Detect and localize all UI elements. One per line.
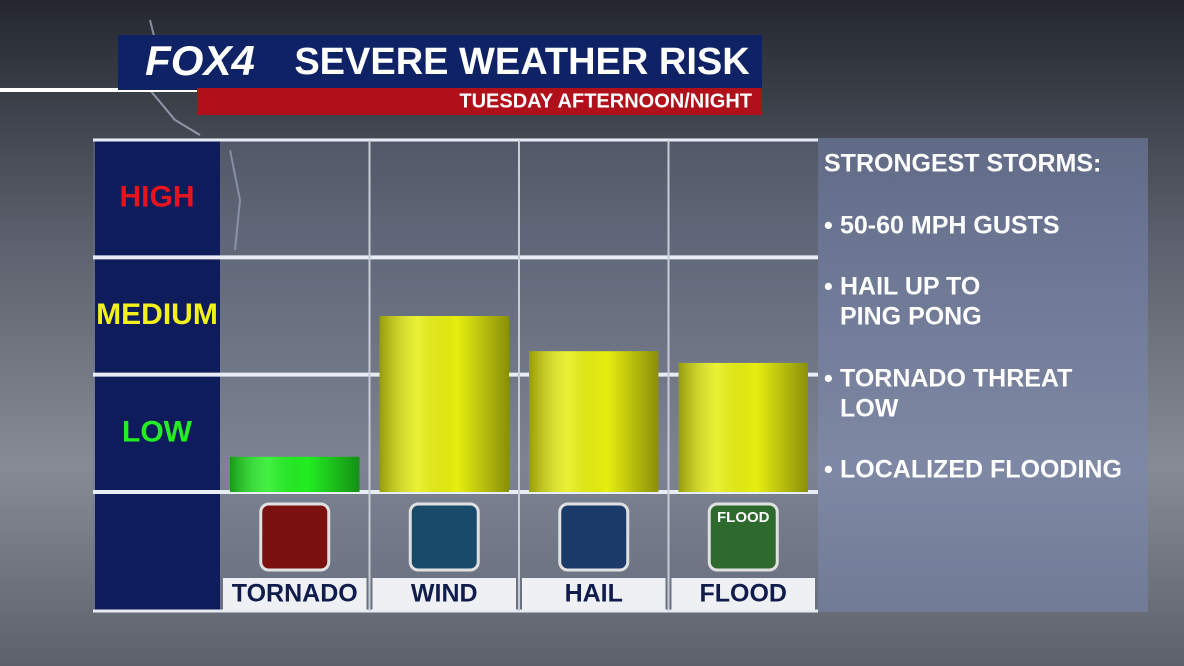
bullet-text: LOW [840,395,899,423]
header-rule [0,88,200,92]
bullet-text: LOCALIZED FLOODING [840,456,1122,484]
icon-text: FLOOD [717,509,770,526]
category-icon [558,502,630,572]
x-tick-label: TORNADO [232,580,358,608]
category-icon [707,502,779,572]
subheader-bar [197,88,762,115]
bullet-text: 50-60 MPH GUSTS [840,212,1060,240]
side-panel [818,138,1148,612]
category-icon [408,502,480,572]
y-tick-label: HIGH [120,181,195,214]
subtitle: TUESDAY AFTERNOON/NIGHT [459,90,752,112]
bar-shade [529,351,659,492]
label-box [223,578,367,610]
bullet-dot: • [824,212,833,240]
category-icon [259,502,331,572]
side-heading: STRONGEST STORMS: [824,150,1101,178]
bullet-text: TORNADO THREAT [840,365,1072,393]
x-tick-label: FLOOD [700,580,788,608]
title: SEVERE WEATHER RISK [294,41,750,83]
label-box [372,578,516,610]
header-bar [118,35,762,90]
x-tick-label: HAIL [565,580,623,608]
bar-shade [678,362,808,492]
bullet-dot: • [824,365,833,393]
bar-shade [379,316,509,492]
brand: FOX4 [145,37,255,84]
label-box [522,578,666,610]
y-tick-label: MEDIUM [96,298,218,331]
bullet-text: HAIL UP TO [840,273,980,301]
bar-shade [230,456,360,492]
bullet-dot: • [824,273,833,301]
label-box [671,578,815,610]
x-tick-label: WIND [411,580,478,608]
y-tick-label: LOW [122,415,193,448]
bullet-text: PING PONG [840,303,982,331]
bullet-dot: • [824,456,833,484]
